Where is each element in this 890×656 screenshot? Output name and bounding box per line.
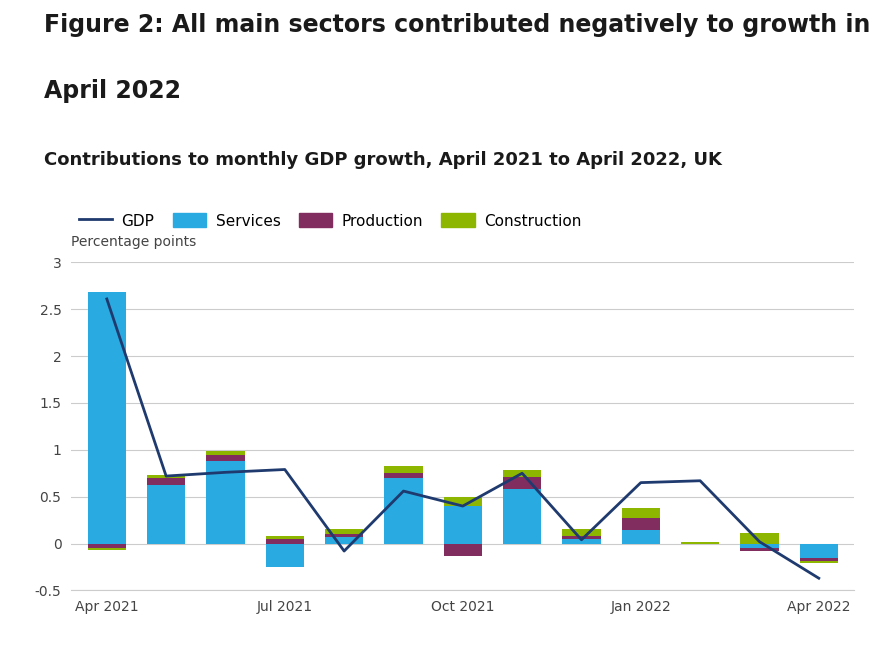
Bar <box>443 497 482 506</box>
Text: Figure 2: All main sectors contributed negatively to growth in: Figure 2: All main sectors contributed n… <box>44 13 871 37</box>
Bar <box>265 544 304 567</box>
Legend: GDP, Services, Production, Construction: GDP, Services, Production, Construction <box>79 213 581 228</box>
Bar <box>147 485 185 544</box>
Bar <box>384 466 423 473</box>
Bar <box>147 478 185 485</box>
Bar <box>325 529 363 534</box>
Bar <box>681 542 719 544</box>
Bar <box>325 537 363 544</box>
Bar <box>384 478 423 544</box>
Text: April 2022: April 2022 <box>44 79 182 103</box>
Bar <box>325 534 363 537</box>
Bar <box>799 558 838 562</box>
Bar <box>87 548 126 550</box>
Bar <box>621 531 660 544</box>
Bar <box>443 544 482 556</box>
Bar <box>206 461 245 544</box>
Bar <box>503 470 541 477</box>
Text: Contributions to monthly GDP growth, April 2021 to April 2022, UK: Contributions to monthly GDP growth, Apr… <box>44 151 723 169</box>
Bar <box>265 536 304 539</box>
Bar <box>562 539 601 544</box>
Bar <box>799 544 838 558</box>
Bar <box>740 544 779 548</box>
Bar <box>87 544 126 548</box>
Bar <box>799 562 838 564</box>
Bar <box>503 477 541 489</box>
Bar <box>265 539 304 544</box>
Bar <box>147 475 185 478</box>
Bar <box>740 548 779 551</box>
Bar <box>562 536 601 539</box>
Bar <box>621 518 660 531</box>
Bar <box>206 451 245 455</box>
Bar <box>87 293 126 544</box>
Text: Percentage points: Percentage points <box>71 236 197 249</box>
Bar <box>384 473 423 478</box>
Bar <box>503 489 541 544</box>
Bar <box>740 533 779 544</box>
Bar <box>206 455 245 461</box>
Bar <box>562 529 601 536</box>
Bar <box>621 508 660 518</box>
Bar <box>443 506 482 544</box>
